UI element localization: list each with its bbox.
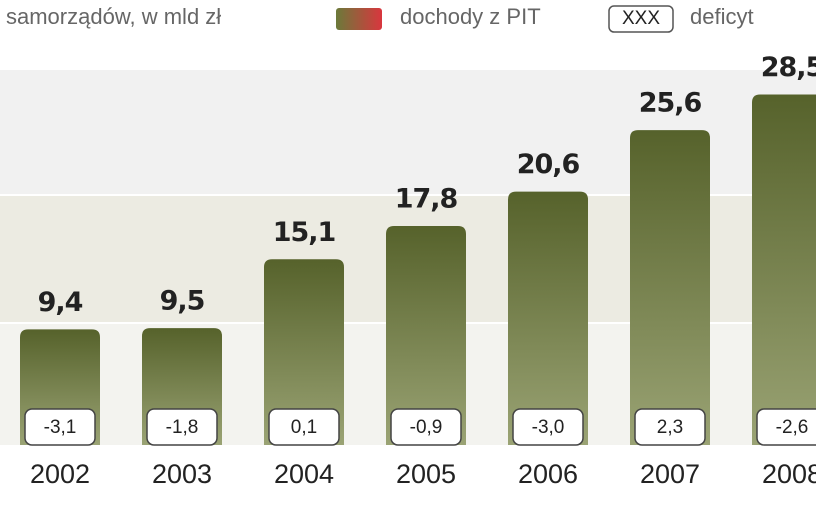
deficit-label: -0,9 <box>410 417 443 438</box>
deficit-label: -1,8 <box>166 417 199 438</box>
bar <box>508 191 588 445</box>
deficit-label: -3,1 <box>44 417 77 438</box>
value-label: 28,5 <box>761 52 816 83</box>
legend-swatch <box>336 8 382 30</box>
x-tick-label: 2005 <box>396 459 456 489</box>
x-tick-label: 2006 <box>518 459 578 489</box>
bar <box>630 130 710 445</box>
value-label: 25,6 <box>639 88 702 119</box>
deficit-box <box>634 408 706 446</box>
x-tick-label: 2004 <box>274 459 334 489</box>
legend-label: deficyt <box>690 4 754 29</box>
deficit-box <box>390 408 462 446</box>
x-tick-label: 2008 <box>762 459 816 489</box>
legend-label: dochody z PIT <box>400 4 541 29</box>
value-label: 17,8 <box>395 184 458 215</box>
deficit-box <box>146 408 218 446</box>
deficit-box <box>268 408 340 446</box>
chart-title: samorządów, w mld zł <box>6 4 221 29</box>
deficit-label: -3,0 <box>532 417 565 438</box>
legend-sample: XXX <box>622 8 660 29</box>
deficit-box <box>512 408 584 446</box>
value-label: 20,6 <box>517 149 580 180</box>
deficit-box <box>756 408 816 446</box>
x-tick-label: 2007 <box>640 459 700 489</box>
bar <box>386 226 466 445</box>
value-label: 9,5 <box>160 286 205 317</box>
value-label: 15,1 <box>273 217 336 248</box>
deficit-box <box>24 408 96 446</box>
deficit-label: 2,3 <box>657 417 683 438</box>
x-tick-label: 2002 <box>30 459 90 489</box>
bar <box>264 259 344 445</box>
legend-box <box>608 5 674 33</box>
bar <box>752 94 816 445</box>
deficit-label: -2,6 <box>776 417 809 438</box>
x-tick-label: 2003 <box>152 459 212 489</box>
deficit-label: 0,1 <box>291 417 317 438</box>
value-label: 9,4 <box>38 287 83 318</box>
